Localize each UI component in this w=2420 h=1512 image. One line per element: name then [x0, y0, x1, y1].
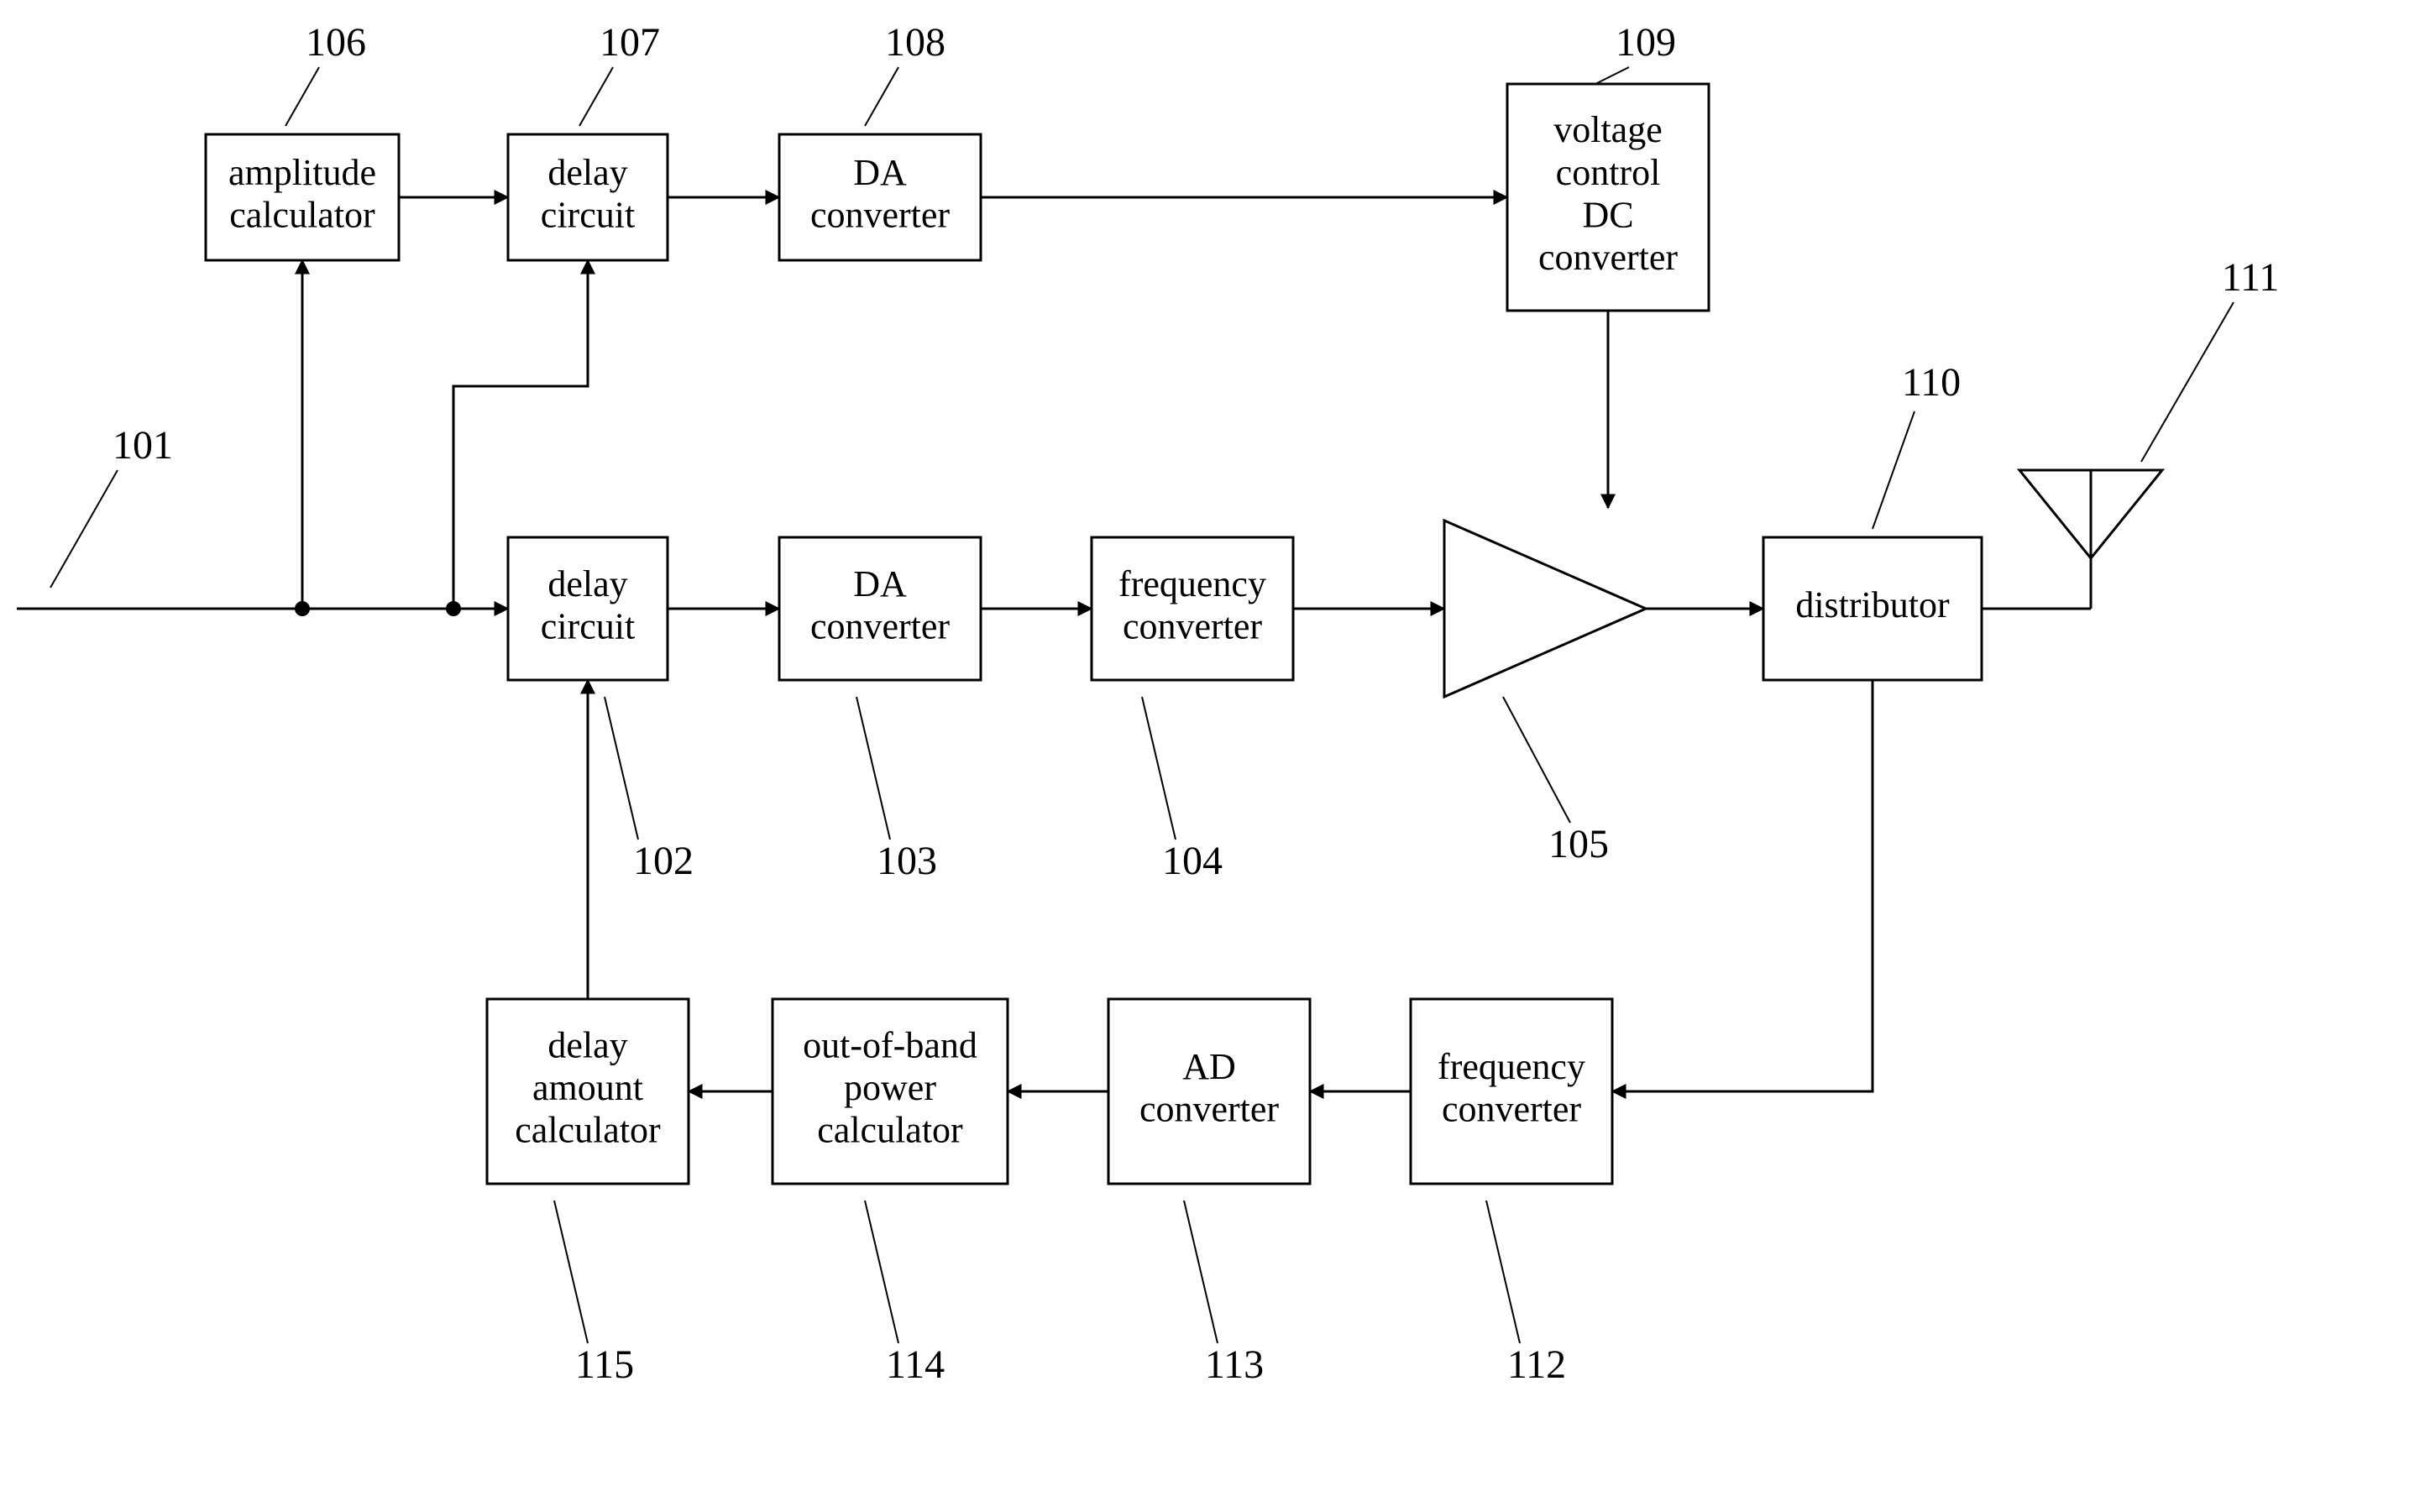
- block-108: DAconverter: [779, 134, 981, 260]
- block-104: frequencyconverter: [1092, 537, 1293, 680]
- block-106: amplitudecalculator: [206, 134, 399, 260]
- block-112-line-1: converter: [1442, 1088, 1581, 1129]
- ref-111: 111: [2222, 255, 2279, 300]
- ref-115: 115: [575, 1342, 634, 1387]
- block-115-line-2: calculator: [515, 1110, 661, 1151]
- leader-9: [1873, 411, 1915, 529]
- node-branch: [446, 601, 461, 616]
- block-106-line-1: calculator: [229, 194, 375, 235]
- block-102-line-0: delay: [547, 563, 627, 604]
- leader-13: [1184, 1201, 1218, 1343]
- leader-5: [605, 697, 638, 840]
- leader-4: [1595, 67, 1629, 84]
- block-115-line-0: delay: [547, 1024, 627, 1065]
- block-114-line-1: power: [844, 1067, 936, 1108]
- block-103-line-0: DA: [853, 563, 907, 604]
- block-109-line-3: converter: [1538, 237, 1678, 278]
- block-106-line-0: amplitude: [228, 152, 376, 193]
- leader-10: [2141, 302, 2234, 462]
- ref-114: 114: [886, 1342, 945, 1387]
- block-113-line-0: AD: [1182, 1046, 1236, 1087]
- leader-0: [50, 470, 118, 588]
- antenna-111: [2019, 470, 2162, 609]
- node-input: [295, 601, 310, 616]
- block-103: DAconverter: [779, 537, 981, 680]
- ref-113: 113: [1205, 1342, 1264, 1387]
- leader-14: [1486, 1201, 1520, 1343]
- ref-110: 110: [1902, 360, 1961, 405]
- ref-104: 104: [1162, 839, 1223, 883]
- block-108-line-1: converter: [810, 194, 950, 235]
- block-107: delaycircuit: [508, 134, 668, 260]
- wire-12: [1612, 680, 1873, 1091]
- block-104-line-0: frequency: [1118, 563, 1266, 604]
- block-109-line-2: DC: [1582, 194, 1633, 235]
- leader-1: [285, 67, 319, 126]
- leader-11: [554, 1201, 588, 1343]
- leader-7: [1142, 697, 1176, 840]
- ref-103: 103: [877, 839, 937, 883]
- block-113-line-1: converter: [1139, 1088, 1279, 1129]
- block-115: delayamountcalculator: [487, 999, 689, 1184]
- leader-12: [865, 1201, 898, 1343]
- ref-106: 106: [306, 20, 366, 65]
- block-114-line-2: calculator: [817, 1110, 963, 1151]
- block-114-line-0: out-of-band: [803, 1024, 977, 1065]
- ref-107: 107: [600, 20, 660, 65]
- block-102-line-1: circuit: [541, 605, 635, 646]
- block-110-line-0: distributor: [1795, 584, 1950, 625]
- ref-105: 105: [1548, 822, 1609, 866]
- block-113: ADconverter: [1108, 999, 1310, 1184]
- leader-8: [1503, 697, 1570, 823]
- amplifier-105: [1444, 521, 1646, 697]
- block-102: delaycircuit: [508, 537, 668, 680]
- block-108-line-0: DA: [853, 152, 907, 193]
- leader-2: [579, 67, 613, 126]
- block-112: frequencyconverter: [1411, 999, 1612, 1184]
- leader-6: [856, 697, 890, 840]
- block-110: distributor: [1763, 537, 1982, 680]
- block-104-line-1: converter: [1123, 605, 1262, 646]
- block-109-line-1: control: [1556, 152, 1661, 193]
- ref-101: 101: [113, 423, 173, 468]
- block-115-line-1: amount: [532, 1067, 643, 1108]
- ref-108: 108: [885, 20, 945, 65]
- block-112-line-0: frequency: [1438, 1046, 1585, 1087]
- block-114: out-of-bandpowercalculator: [773, 999, 1008, 1184]
- block-107-line-1: circuit: [541, 194, 635, 235]
- leader-3: [865, 67, 898, 126]
- ref-102: 102: [633, 839, 694, 883]
- ref-112: 112: [1507, 1342, 1566, 1387]
- ref-109: 109: [1616, 20, 1676, 65]
- block-109-line-0: voltage: [1553, 109, 1663, 150]
- block-107-line-0: delay: [547, 152, 627, 193]
- block-109: voltagecontrolDCconverter: [1507, 84, 1709, 311]
- block-103-line-1: converter: [810, 605, 950, 646]
